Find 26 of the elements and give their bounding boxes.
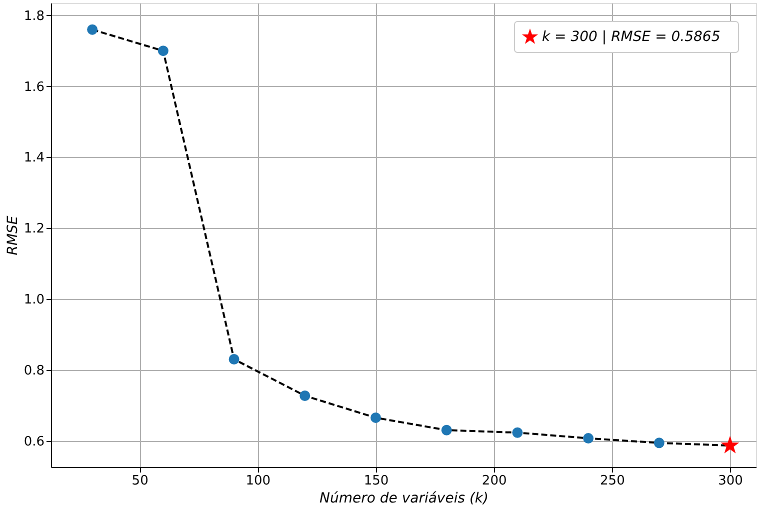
point <box>512 427 523 438</box>
point <box>87 24 98 35</box>
y-tick-label: 0.6 <box>24 434 44 450</box>
y-tick-label: 0.8 <box>24 363 44 378</box>
y-tick-label: 1.6 <box>24 80 44 95</box>
point <box>300 390 310 401</box>
x-tick-label: 200 <box>482 474 507 488</box>
x-axis-title: Número de variáveis (k) <box>320 490 488 506</box>
x-tick-label: 300 <box>718 474 743 488</box>
y-tick-label: 1.0 <box>24 292 44 308</box>
x-tick-label: 250 <box>600 474 625 488</box>
point <box>583 433 594 444</box>
y-tick-label: 1.2 <box>24 222 44 237</box>
y-axis-title: RMSE <box>4 216 21 256</box>
x-tick-label: 100 <box>246 474 271 488</box>
legend-label: k = 300 | RMSE = 0.5865 <box>542 29 720 45</box>
x-tick-label: 50 <box>132 474 148 488</box>
point <box>654 438 664 448</box>
point <box>228 354 240 364</box>
point <box>158 46 168 56</box>
point <box>370 412 381 423</box>
y-tick-label: 1.8 <box>24 8 44 24</box>
point <box>720 436 740 454</box>
y-tick-label: 1.4 <box>24 150 44 166</box>
point <box>441 424 452 436</box>
x-tick-label: 150 <box>364 474 389 488</box>
